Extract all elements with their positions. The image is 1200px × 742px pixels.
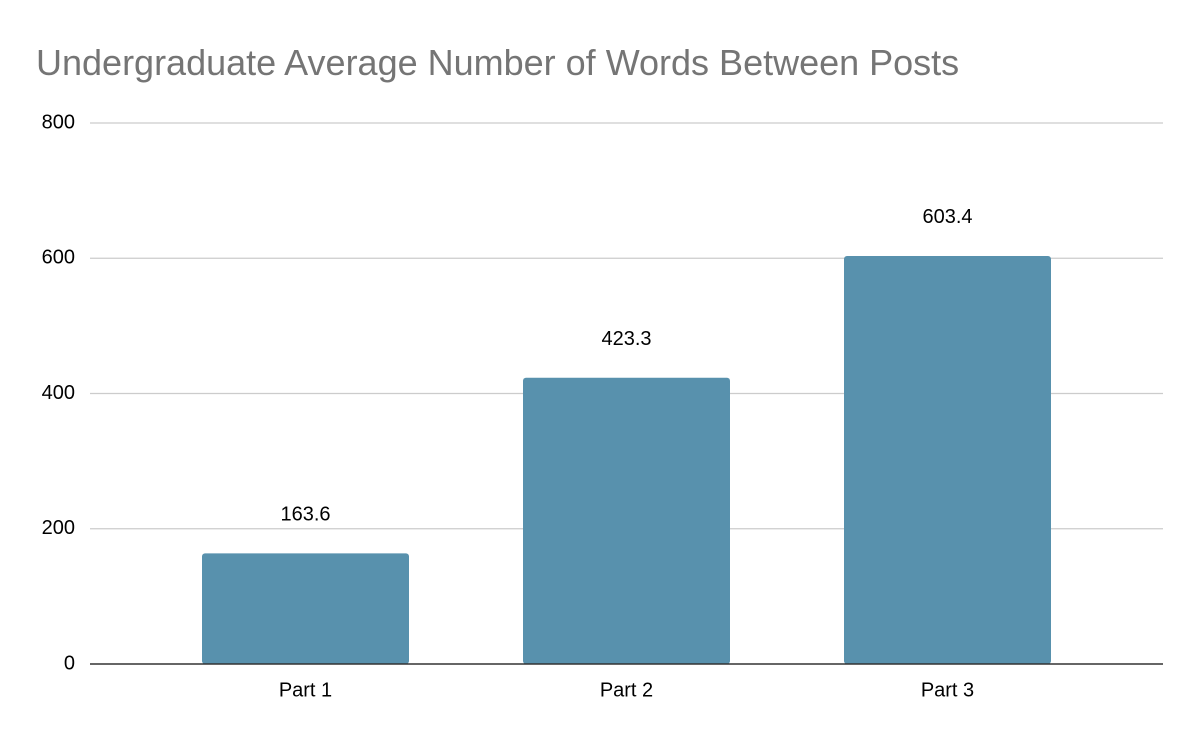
bar [523, 377, 730, 664]
bar [202, 553, 409, 664]
data-label: 423.3 [601, 328, 651, 350]
data-label: 603.4 [922, 206, 972, 228]
y-tick-label: 400 [42, 382, 75, 404]
x-tick-label: Part 2 [600, 679, 653, 701]
bar [844, 255, 1051, 664]
y-tick-label: 800 [42, 111, 75, 133]
y-tick-label: 200 [42, 517, 75, 539]
y-tick-label: 0 [64, 652, 75, 674]
y-tick-label: 600 [42, 247, 75, 269]
data-label: 163.6 [280, 504, 330, 526]
x-tick-label: Part 3 [921, 679, 974, 701]
x-tick-label: Part 1 [279, 679, 332, 701]
chart-title: Undergraduate Average Number of Words Be… [36, 42, 959, 83]
